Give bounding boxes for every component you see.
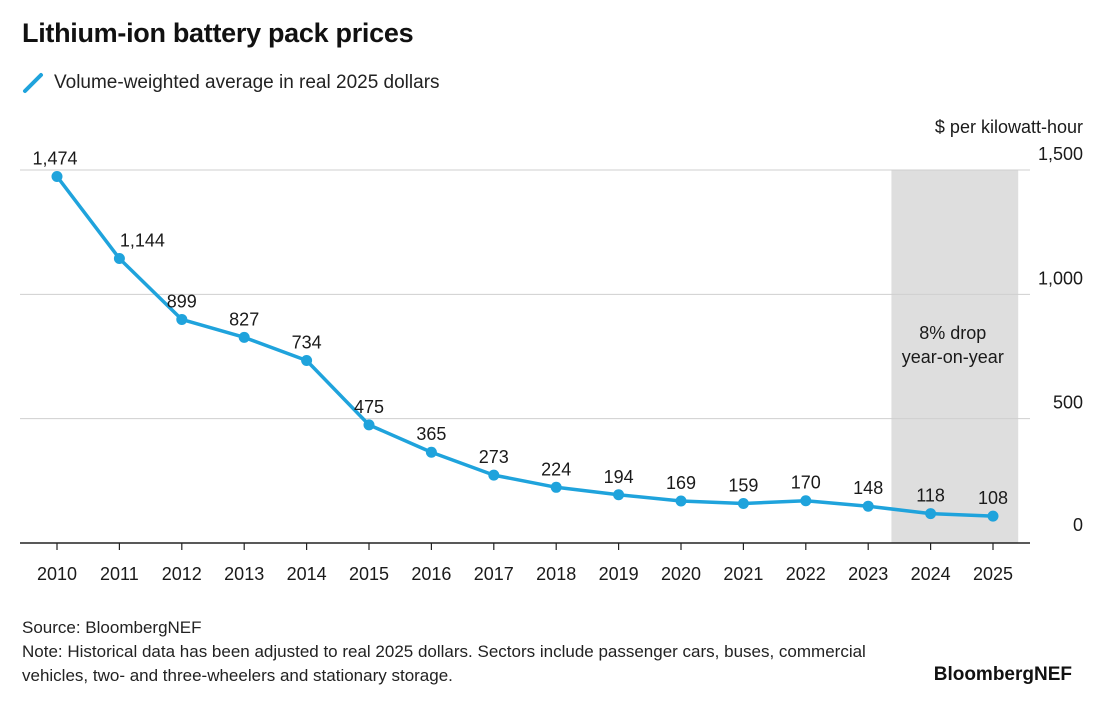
shaded-region (891, 170, 1019, 543)
data-label: 194 (604, 467, 634, 487)
x-tick-label: 2013 (224, 564, 264, 584)
legend-label: Volume-weighted average in real 2025 dol… (54, 72, 440, 93)
data-point (51, 170, 63, 182)
data-label: 734 (292, 332, 322, 352)
data-label: 159 (728, 475, 758, 495)
data-point (925, 508, 937, 520)
data-point (363, 419, 375, 431)
data-point (800, 495, 812, 507)
note-text: Note: Historical data has been adjusted … (22, 642, 866, 685)
y-tick-label: 0 (1073, 515, 1083, 535)
x-tick-label: 2023 (848, 564, 888, 584)
series-line (55, 174, 995, 518)
data-label: 273 (479, 447, 509, 467)
data-point (238, 331, 250, 343)
x-tick-label: 2018 (536, 564, 576, 584)
x-tick-label: 2015 (349, 564, 389, 584)
data-point (301, 354, 313, 366)
data-label: 899 (167, 291, 197, 311)
annotation-line-1: 8% drop (919, 323, 986, 343)
x-tick-label: 2012 (162, 564, 202, 584)
data-label: 108 (978, 488, 1008, 508)
y-tick-label: 1,000 (1038, 268, 1083, 288)
x-tick-label: 2019 (599, 564, 639, 584)
data-point (488, 469, 500, 481)
source-text: Source: BloombergNEF (22, 618, 202, 637)
x-tick-label: 2020 (661, 564, 701, 584)
data-label: 827 (229, 309, 259, 329)
x-tick-label: 2021 (723, 564, 763, 584)
legend-line-swatch (23, 73, 43, 93)
legend: Volume-weighted average in real 2025 dol… (22, 72, 440, 94)
data-point (550, 481, 562, 493)
x-tick-label: 2025 (973, 564, 1013, 584)
x-tick-label: 2022 (786, 564, 826, 584)
x-tick-label: 2014 (287, 564, 327, 584)
data-point (675, 495, 687, 507)
data-label: 224 (541, 459, 571, 479)
line-chart: 0 500 1,000 1,500 $ per kilowatt-hour 2010 201… (20, 117, 1083, 584)
data-label: 365 (416, 424, 446, 444)
data-point (987, 510, 999, 522)
y-axis-unit-label: $ per kilowatt-hour (935, 117, 1083, 137)
x-tick-label: 2017 (474, 564, 514, 584)
chart-title: Lithium-ion battery pack prices (22, 18, 414, 48)
data-point (176, 313, 188, 325)
data-point (737, 497, 749, 509)
data-label: 475 (354, 397, 384, 417)
annotation-line-2: year-on-year (902, 347, 1004, 367)
x-tick-label: 2024 (911, 564, 951, 584)
y-tick-label: 1,500 (1038, 144, 1083, 164)
data-point (113, 253, 125, 265)
y-tick-label: 500 (1053, 393, 1083, 413)
data-label: 170 (791, 473, 821, 493)
data-label: 1,144 (120, 231, 165, 251)
data-label: 118 (916, 486, 945, 506)
data-label: 1,474 (32, 148, 77, 168)
data-label: 148 (853, 478, 883, 498)
x-tick-label: 2016 (411, 564, 451, 584)
data-point (425, 446, 437, 458)
data-label: 169 (666, 473, 696, 493)
x-tick-label: 2010 (37, 564, 77, 584)
data-point (613, 489, 625, 501)
footer: Source: BloombergNEF Note: Historical da… (22, 616, 922, 688)
brand-logo-text: BloombergNEF (933, 664, 1072, 685)
data-point (862, 500, 874, 512)
x-tick-label: 2011 (100, 564, 139, 584)
